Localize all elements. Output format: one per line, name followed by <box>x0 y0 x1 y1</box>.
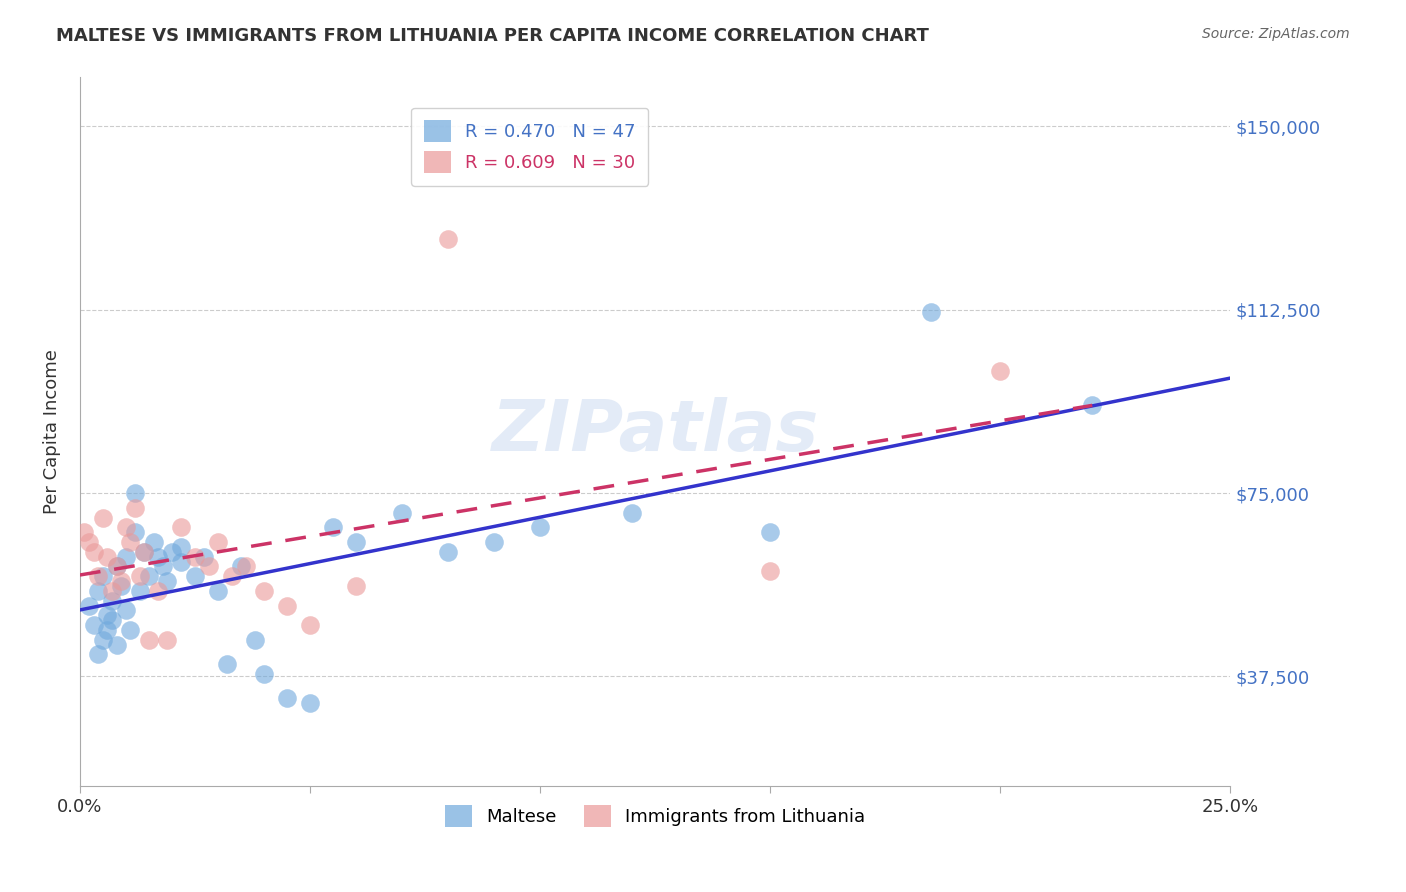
Point <box>105 559 128 574</box>
Point <box>124 486 146 500</box>
Point <box>193 549 215 564</box>
Point <box>87 648 110 662</box>
Point <box>253 583 276 598</box>
Point <box>156 632 179 647</box>
Point <box>115 520 138 534</box>
Point <box>160 545 183 559</box>
Point <box>110 579 132 593</box>
Point <box>134 545 156 559</box>
Legend: Maltese, Immigrants from Lithuania: Maltese, Immigrants from Lithuania <box>437 797 873 834</box>
Point <box>322 520 344 534</box>
Point <box>207 583 229 598</box>
Point <box>920 305 942 319</box>
Point <box>91 632 114 647</box>
Point <box>101 593 124 607</box>
Point <box>621 506 644 520</box>
Point <box>229 559 252 574</box>
Point <box>759 564 782 578</box>
Point <box>243 632 266 647</box>
Point <box>437 232 460 246</box>
Point <box>197 559 219 574</box>
Point <box>83 618 105 632</box>
Point <box>101 583 124 598</box>
Point <box>96 549 118 564</box>
Point <box>87 569 110 583</box>
Point <box>91 569 114 583</box>
Point <box>83 545 105 559</box>
Point <box>115 603 138 617</box>
Point <box>101 613 124 627</box>
Point <box>221 569 243 583</box>
Point <box>152 559 174 574</box>
Point <box>482 535 505 549</box>
Point <box>988 364 1011 378</box>
Point <box>142 535 165 549</box>
Point <box>146 583 169 598</box>
Point <box>217 657 239 672</box>
Point <box>110 574 132 588</box>
Point <box>235 559 257 574</box>
Point <box>138 632 160 647</box>
Point <box>91 510 114 524</box>
Point <box>115 549 138 564</box>
Text: ZIPatlas: ZIPatlas <box>492 398 818 467</box>
Point <box>128 583 150 598</box>
Point <box>96 623 118 637</box>
Point <box>138 569 160 583</box>
Point <box>207 535 229 549</box>
Point <box>253 667 276 681</box>
Point <box>184 569 207 583</box>
Point <box>105 559 128 574</box>
Point <box>134 545 156 559</box>
Point <box>276 691 298 706</box>
Point <box>120 535 142 549</box>
Point <box>156 574 179 588</box>
Text: MALTESE VS IMMIGRANTS FROM LITHUANIA PER CAPITA INCOME CORRELATION CHART: MALTESE VS IMMIGRANTS FROM LITHUANIA PER… <box>56 27 929 45</box>
Point <box>77 599 100 613</box>
Text: Source: ZipAtlas.com: Source: ZipAtlas.com <box>1202 27 1350 41</box>
Point <box>96 608 118 623</box>
Point <box>73 525 96 540</box>
Point <box>105 638 128 652</box>
Point <box>391 506 413 520</box>
Point <box>344 535 367 549</box>
Point <box>529 520 551 534</box>
Point <box>124 500 146 515</box>
Point <box>184 549 207 564</box>
Point <box>170 555 193 569</box>
Point <box>298 618 321 632</box>
Point <box>124 525 146 540</box>
Point <box>170 540 193 554</box>
Point <box>87 583 110 598</box>
Point <box>170 520 193 534</box>
Point <box>276 599 298 613</box>
Point <box>1081 398 1104 412</box>
Point <box>120 623 142 637</box>
Point <box>128 569 150 583</box>
Point <box>298 697 321 711</box>
Point <box>437 545 460 559</box>
Y-axis label: Per Capita Income: Per Capita Income <box>44 350 60 515</box>
Point <box>77 535 100 549</box>
Point <box>146 549 169 564</box>
Point <box>759 525 782 540</box>
Point <box>344 579 367 593</box>
